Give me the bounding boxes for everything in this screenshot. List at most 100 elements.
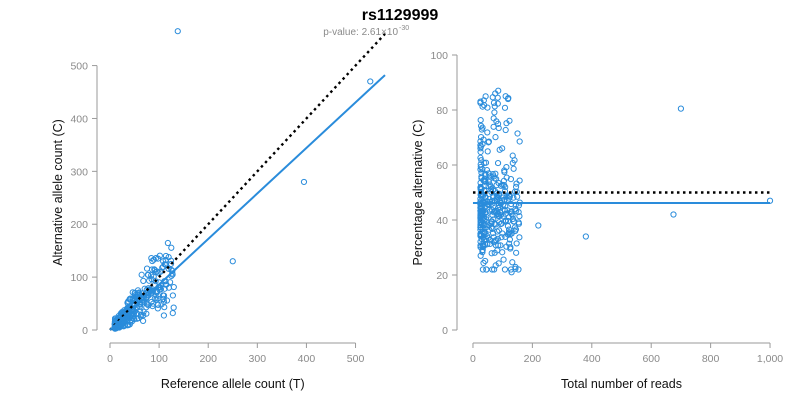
right-scatter-panel: 0 200 400 600 800 1,000 0 20 40 60 80 100 Total numb… [411, 50, 783, 391]
data-point [510, 165, 517, 172]
data-point [489, 211, 496, 219]
data-point [170, 283, 177, 291]
data-point [503, 174, 510, 181]
data-point [153, 295, 160, 302]
data-point [505, 229, 513, 236]
data-point [670, 211, 677, 218]
p-value-label: p-value: 2.61×10 [323, 27, 398, 38]
x-tick-label: 300 [249, 353, 267, 365]
data-point [494, 228, 501, 235]
data-point [582, 233, 589, 240]
data-point [515, 208, 522, 216]
data-point [485, 139, 492, 146]
data-point [514, 193, 521, 200]
data-point [507, 266, 515, 273]
data-point [482, 93, 489, 100]
data-point [367, 78, 374, 85]
data-point [503, 120, 510, 127]
x-tick-label: 400 [583, 353, 601, 365]
data-point [493, 182, 500, 189]
data-point [495, 124, 502, 132]
data-point [515, 219, 522, 226]
data-point [140, 296, 147, 303]
data-point [481, 229, 489, 236]
data-point [135, 294, 142, 301]
data-point [125, 321, 132, 329]
data-point [140, 277, 147, 284]
data-point [167, 279, 174, 286]
data-point [498, 234, 505, 241]
data-point [499, 230, 506, 237]
data-point [149, 257, 156, 265]
data-point [165, 284, 173, 291]
data-point [161, 304, 168, 311]
data-point [477, 138, 484, 145]
y-tick-label: 60 [436, 160, 448, 172]
data-point [161, 261, 168, 268]
data-point [479, 124, 486, 131]
data-point [515, 266, 522, 273]
data-point [501, 168, 508, 176]
data-point [496, 203, 503, 211]
data-point [477, 116, 484, 124]
data-point [138, 271, 145, 278]
data-point [477, 213, 484, 220]
data-point [516, 138, 523, 145]
data-point [490, 234, 497, 241]
data-point [479, 266, 487, 273]
data-point [484, 148, 491, 155]
data-point [479, 249, 486, 256]
data-point [513, 180, 520, 187]
data-point [126, 315, 133, 322]
data-point [516, 213, 523, 220]
data-point [491, 103, 498, 110]
data-point [169, 292, 176, 299]
data-point [154, 305, 161, 312]
data-point [491, 266, 498, 273]
data-point [535, 222, 542, 229]
data-point [156, 286, 163, 293]
data-point [300, 178, 308, 186]
data-point [509, 159, 516, 167]
data-point [490, 99, 498, 106]
data-point [483, 266, 490, 273]
data-point [146, 277, 153, 284]
data-point [484, 129, 491, 136]
data-point [489, 94, 496, 101]
data-point [153, 254, 160, 262]
data-point [502, 218, 509, 225]
data-point [516, 234, 523, 241]
data-point [491, 237, 499, 244]
data-point [491, 109, 498, 116]
data-point [165, 265, 172, 272]
data-point [513, 240, 520, 247]
data-point [504, 95, 512, 103]
data-point [501, 207, 509, 214]
data-point [488, 250, 495, 257]
data-point [516, 177, 523, 184]
data-point [477, 220, 485, 227]
data-point [174, 28, 181, 35]
x-tick-label: 100 [150, 353, 168, 365]
data-point [493, 118, 500, 125]
y-tick-label: 400 [70, 113, 88, 125]
x-axis-label: Total number of reads [561, 377, 682, 391]
data-point [481, 178, 488, 185]
data-point [502, 126, 509, 134]
data-point [500, 256, 507, 263]
reference-line [109, 33, 386, 331]
data-point [486, 226, 493, 233]
data-point [495, 219, 503, 226]
data-point [496, 190, 503, 197]
x-tick-label: 200 [199, 353, 217, 365]
data-point [501, 104, 509, 111]
data-point [151, 267, 158, 274]
data-point [160, 312, 167, 319]
data-point [482, 159, 490, 166]
data-point [677, 105, 685, 112]
data-point [509, 152, 516, 159]
x-tick-label: 0 [470, 353, 476, 365]
data-point [126, 295, 133, 303]
data-point [133, 310, 141, 317]
y-tick-label: 20 [436, 270, 448, 282]
